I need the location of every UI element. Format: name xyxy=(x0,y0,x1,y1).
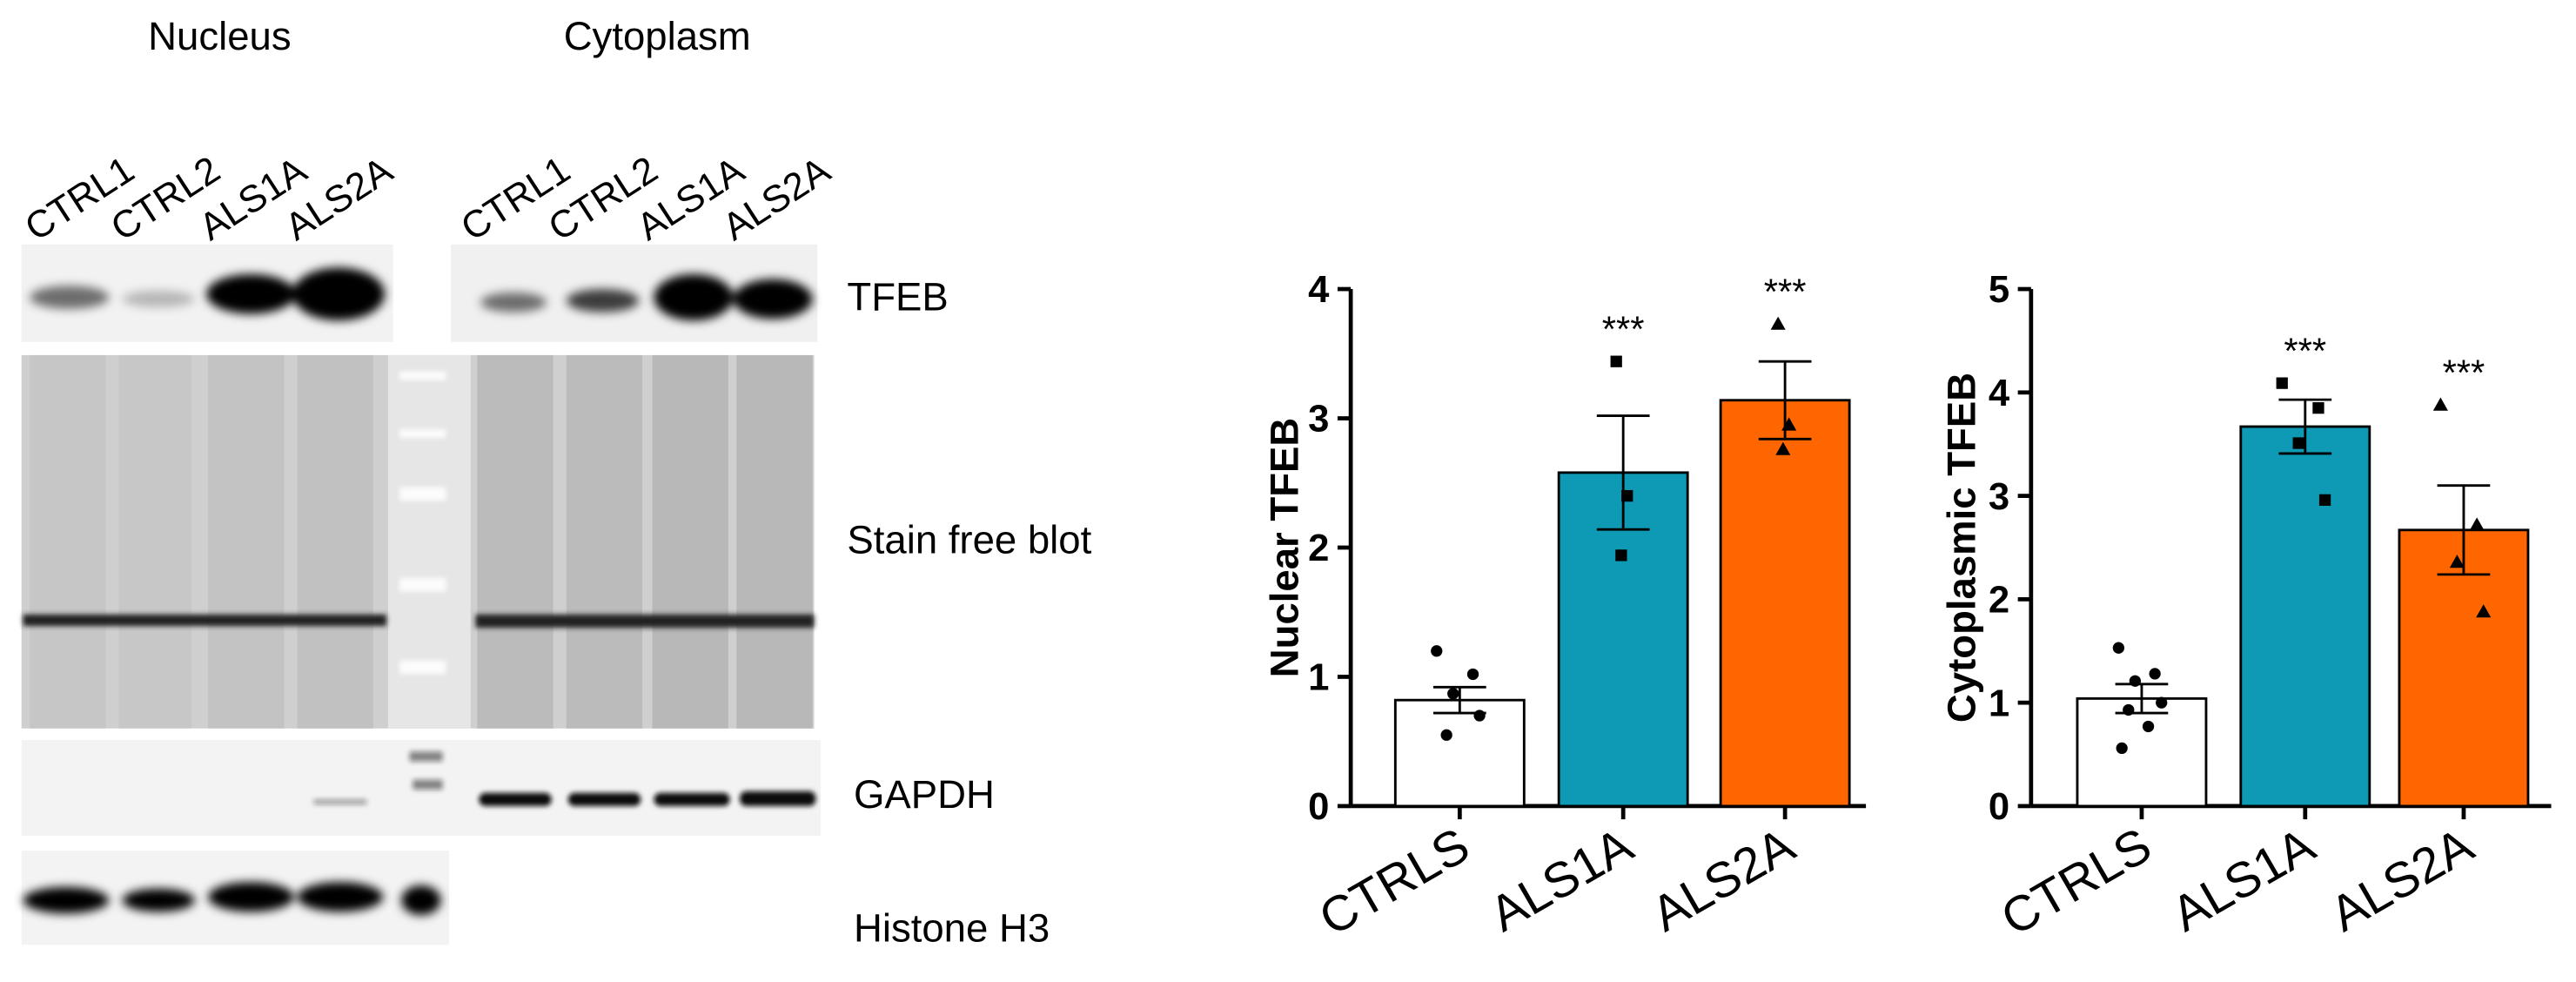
data-point xyxy=(1781,417,1797,431)
band-label: Histone H3 xyxy=(854,906,1050,951)
fraction-label: Cytoplasm xyxy=(564,14,751,58)
x-tick-label: CTRLS xyxy=(1310,817,1479,947)
data-point xyxy=(2318,494,2331,506)
y-tick-label: 2 xyxy=(1308,527,1329,569)
data-point xyxy=(2149,668,2161,680)
data-point xyxy=(2312,401,2324,414)
data-point xyxy=(2129,675,2142,687)
significance-label: *** xyxy=(1764,271,1807,312)
data-point xyxy=(2432,397,2448,411)
x-tick-label: ALS2A xyxy=(2321,817,2482,943)
data-point xyxy=(1770,316,1786,330)
data-point xyxy=(1621,489,1633,502)
error-bar xyxy=(1596,414,1650,531)
fraction-label: Nucleus xyxy=(148,14,291,58)
y-tick-label: 2 xyxy=(1989,579,2009,622)
band-label: TFEB xyxy=(847,275,948,319)
data-point xyxy=(2449,555,2465,568)
y-tick-label: 3 xyxy=(1989,475,2009,518)
error-bar xyxy=(2278,398,2332,455)
data-point xyxy=(2276,377,2288,389)
data-point xyxy=(2123,703,2135,716)
bar xyxy=(1719,399,1851,808)
band-label: GAPDH xyxy=(854,772,995,817)
y-axis-label: Nuclear TFEB xyxy=(1262,418,1306,677)
data-point xyxy=(2292,437,2304,449)
data-point xyxy=(1610,355,1622,367)
y-tick-label: 4 xyxy=(1308,268,1330,311)
x-tick-label: ALS2A xyxy=(1642,817,1803,943)
data-point xyxy=(2156,696,2168,709)
data-point xyxy=(1615,549,1627,562)
data-point xyxy=(2476,604,2492,618)
band-label: Stain free blot xyxy=(847,518,1091,562)
x-tick-label: CTRLS xyxy=(1992,817,2161,947)
y-tick-label: 5 xyxy=(1989,268,2009,311)
data-point xyxy=(1473,710,1486,722)
significance-label: *** xyxy=(2284,330,2326,371)
bar xyxy=(1393,698,1526,808)
y-tick-label: 0 xyxy=(1989,785,2009,828)
y-tick-label: 1 xyxy=(1989,682,2009,724)
bar xyxy=(2076,696,2208,808)
data-point xyxy=(2469,517,2485,531)
y-axis-label: Cytoplasmic TFEB xyxy=(1939,373,1983,723)
data-point xyxy=(1775,441,1791,455)
y-tick-label: 0 xyxy=(1308,785,1329,828)
x-tick-label: ALS1A xyxy=(1480,817,1641,943)
bar xyxy=(2239,425,2371,808)
y-tick-label: 4 xyxy=(1989,372,2010,414)
data-point xyxy=(1440,729,1452,741)
x-tick-label: ALS1A xyxy=(2163,817,2324,943)
data-point xyxy=(1431,645,1443,657)
data-point xyxy=(1466,668,1479,681)
blot-images xyxy=(21,244,822,945)
y-tick-label: 3 xyxy=(1308,398,1329,441)
significance-label: *** xyxy=(2443,352,2485,393)
data-point xyxy=(2112,642,2125,654)
data-point xyxy=(1447,688,1459,700)
data-point xyxy=(2142,720,2155,733)
error-bar xyxy=(2437,484,2491,576)
data-point xyxy=(2116,742,2128,755)
y-tick-label: 1 xyxy=(1308,656,1329,699)
significance-label: *** xyxy=(1602,308,1645,349)
